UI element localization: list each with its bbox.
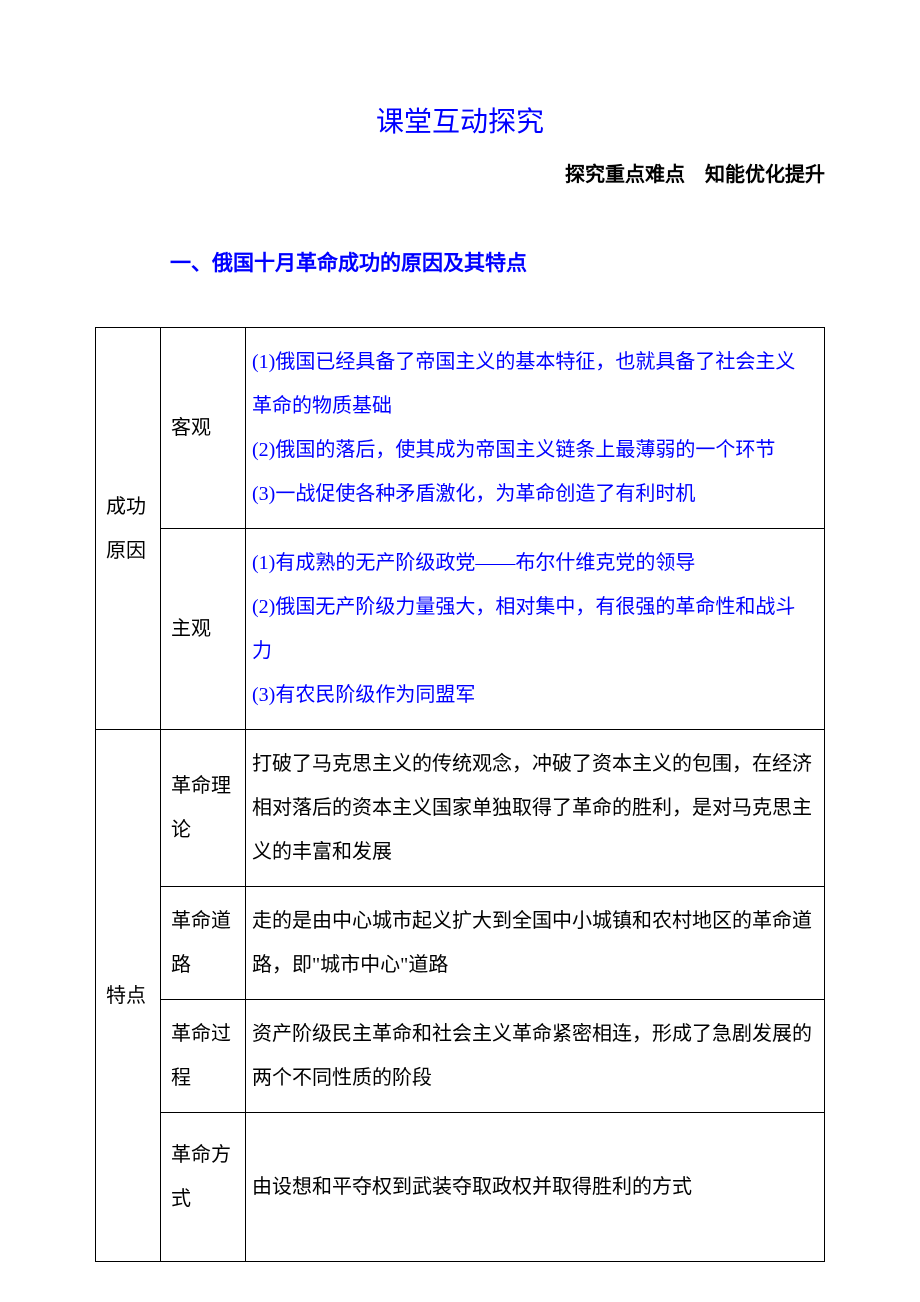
page-title: 课堂互动探究: [95, 100, 825, 140]
cell-content: 打破了马克思主义的传统观念，冲破了资本主义的包围，在经济相对落后的资本主义国家单…: [246, 730, 825, 887]
table-row: 革命道路 走的是由中心城市起义扩大到全国中小城镇和农村地区的革命道路，即"城市中…: [96, 887, 825, 1000]
group-label: 特点: [96, 730, 161, 1262]
cell-content: (1)俄国已经具备了帝国主义的基本特征，也就具备了社会主义革命的物质基础(2)俄…: [246, 328, 825, 529]
sub-label: 革命道路: [161, 887, 246, 1000]
content-table: 成功原因 客观 (1)俄国已经具备了帝国主义的基本特征，也就具备了社会主义革命的…: [95, 327, 825, 1262]
cell-content: 资产阶级民主革命和社会主义革命紧密相连，形成了急剧发展的两个不同性质的阶段: [246, 1000, 825, 1113]
sub-label: 主观: [161, 529, 246, 730]
sub-label: 革命理论: [161, 730, 246, 887]
cell-content: 由设想和平夺权到武装夺取政权并取得胜利的方式: [246, 1113, 825, 1262]
page-subtitle: 探究重点难点 知能优化提升: [95, 158, 825, 187]
group-label: 成功原因: [96, 328, 161, 730]
cell-content: 走的是由中心城市起义扩大到全国中小城镇和农村地区的革命道路，即"城市中心"道路: [246, 887, 825, 1000]
table-row: 革命方式 由设想和平夺权到武装夺取政权并取得胜利的方式: [96, 1113, 825, 1262]
table-row: 特点 革命理论 打破了马克思主义的传统观念，冲破了资本主义的包围，在经济相对落后…: [96, 730, 825, 887]
table-row: 成功原因 客观 (1)俄国已经具备了帝国主义的基本特征，也就具备了社会主义革命的…: [96, 328, 825, 529]
sub-label: 革命过程: [161, 1000, 246, 1113]
sub-label: 客观: [161, 328, 246, 529]
table-row: 革命过程 资产阶级民主革命和社会主义革命紧密相连，形成了急剧发展的两个不同性质的…: [96, 1000, 825, 1113]
cell-content: (1)有成熟的无产阶级政党——布尔什维克党的领导(2)俄国无产阶级力量强大，相对…: [246, 529, 825, 730]
section-heading: 一、俄国十月革命成功的原因及其特点: [95, 247, 825, 277]
table-row: 主观 (1)有成熟的无产阶级政党——布尔什维克党的领导(2)俄国无产阶级力量强大…: [96, 529, 825, 730]
sub-label: 革命方式: [161, 1113, 246, 1262]
